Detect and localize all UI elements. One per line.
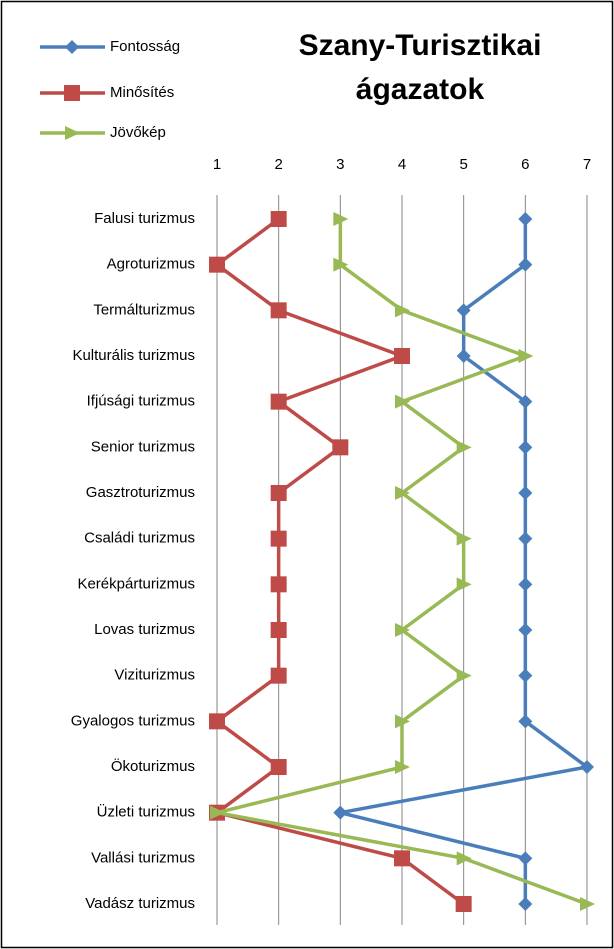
y-tick-label: Kulturális turizmus <box>72 347 195 364</box>
data-point <box>210 805 225 820</box>
legend-label: Fontosság <box>110 38 180 55</box>
data-point <box>580 760 594 774</box>
data-point <box>270 485 287 501</box>
data-point <box>395 303 410 318</box>
y-tick-label: Üzleti turizmus <box>97 803 195 821</box>
data-point <box>518 486 533 500</box>
data-point <box>456 440 472 455</box>
data-point <box>456 851 472 866</box>
series-line <box>215 219 588 906</box>
y-tick-label: Vadász turizmus <box>85 895 195 912</box>
y-tick-label: Ifjúsági turizmus <box>87 393 195 410</box>
data-point <box>518 212 533 226</box>
data-point <box>518 531 533 546</box>
data-point <box>332 439 349 456</box>
data-point <box>270 576 287 593</box>
data-point <box>456 577 472 592</box>
legend-label: Jövőkép <box>110 124 166 141</box>
data-point <box>518 577 533 592</box>
y-tick-label: Falusi turizmus <box>94 210 195 227</box>
data-point <box>518 668 533 683</box>
data-point <box>270 211 287 227</box>
data-point <box>333 257 349 272</box>
data-point <box>456 349 471 363</box>
data-point <box>456 531 472 546</box>
chart-title: Szany-Turisztikai ágazatok <box>298 29 542 106</box>
data-point <box>395 760 410 774</box>
y-tick-label: Vallási turizmus <box>91 849 195 866</box>
data-point <box>518 623 533 637</box>
data-point <box>395 394 410 409</box>
data-point <box>209 256 225 273</box>
y-tick-label: Lovas turizmus <box>94 621 195 638</box>
y-tick-label: Kerékpárturizmus <box>77 575 195 592</box>
data-point <box>456 303 471 318</box>
data-point <box>518 440 533 455</box>
y-tick-label: Ökoturizmus <box>111 757 195 775</box>
legend-marker <box>64 85 80 101</box>
data-point <box>518 257 533 272</box>
data-point <box>270 393 287 410</box>
data-point <box>518 394 533 409</box>
data-point <box>456 668 472 683</box>
data-point <box>209 713 225 730</box>
x-tick-label: 1 <box>213 156 221 173</box>
legend-label: Minősítés <box>110 84 174 101</box>
data-point <box>580 897 595 911</box>
data-point <box>270 667 287 684</box>
data-point <box>394 348 410 364</box>
y-tick-label: Családi turizmus <box>84 530 195 547</box>
data-point <box>333 212 349 226</box>
x-tick-label: 7 <box>583 156 591 173</box>
data-point <box>395 486 410 500</box>
data-point <box>518 714 533 729</box>
data-point <box>270 622 287 638</box>
data-point <box>518 897 533 911</box>
x-tick-label: 5 <box>459 156 467 173</box>
x-tick-label: 2 <box>274 156 282 173</box>
x-tick-label: 4 <box>398 156 406 173</box>
data-point <box>333 805 348 820</box>
y-tick-label: Gasztroturizmus <box>86 484 195 501</box>
data-point <box>394 850 410 867</box>
x-tick-label: 3 <box>336 156 344 173</box>
data-point <box>270 530 287 547</box>
data-point <box>518 349 534 363</box>
legend-marker <box>65 126 80 140</box>
y-tick-label: Senior turizmus <box>91 438 195 455</box>
legend-marker <box>65 40 79 54</box>
y-tick-label: Gyalogos turizmus <box>71 712 195 729</box>
y-tick-label: Termálturizmus <box>93 301 195 318</box>
y-tick-label: Agroturizmus <box>107 256 195 273</box>
data-point <box>455 896 472 912</box>
x-tick-label: 6 <box>521 156 529 173</box>
data-point <box>518 851 533 866</box>
y-tick-label: Viziturizmus <box>114 667 195 684</box>
data-point <box>270 759 287 775</box>
data-point <box>395 623 410 637</box>
data-point <box>270 302 287 319</box>
data-point <box>395 714 410 729</box>
series-line <box>215 217 465 906</box>
